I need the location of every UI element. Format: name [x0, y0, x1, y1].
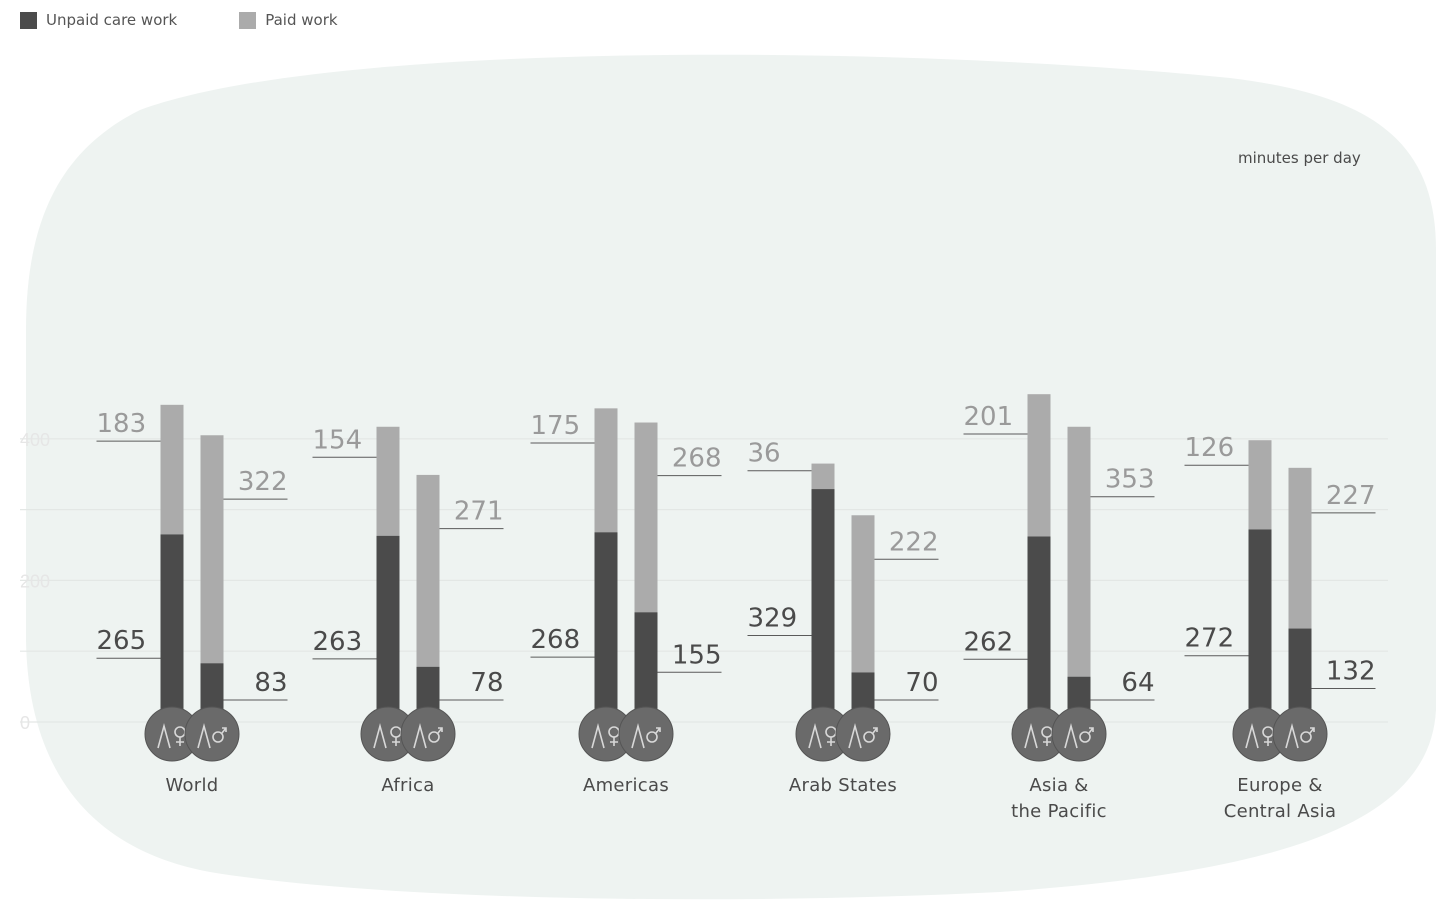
bar-bulb-men-0 [184, 706, 240, 762]
bar-unpaid-men-5 [1288, 628, 1312, 730]
value-label-women-unpaid-5: 272 [1185, 624, 1235, 654]
region-label-4: Asia & the Pacific [1011, 775, 1107, 822]
bar-paid-men-5 [1288, 467, 1312, 629]
region-group-1 [360, 426, 456, 762]
bar-paid-men-3 [851, 515, 875, 673]
bar-unpaid-women-1 [376, 535, 400, 730]
value-label-men-paid-0: 322 [238, 467, 288, 497]
value-label-men-unpaid-3: 70 [905, 668, 938, 698]
value-label-women-unpaid-3: 329 [748, 604, 798, 634]
region-label-5: Europe & Central Asia [1223, 775, 1337, 822]
unit-label: minutes per day [1238, 149, 1361, 167]
y-tick-label-2: 400 [20, 430, 50, 450]
value-label-women-paid-3: 36 [748, 439, 781, 469]
region-group-0 [144, 404, 240, 762]
value-label-women-paid-2: 175 [531, 411, 581, 441]
bar-bulb-men-1 [400, 706, 456, 762]
value-label-men-paid-5: 227 [1326, 481, 1376, 511]
value-label-men-unpaid-5: 132 [1326, 657, 1376, 687]
value-label-women-paid-4: 201 [964, 402, 1014, 432]
legend-label-unpaid: Unpaid care work [46, 11, 178, 29]
male-symbol-icon [631, 722, 661, 749]
bar-paid-women-1 [376, 426, 400, 536]
region-group-3 [795, 463, 891, 762]
region-group-2 [578, 408, 674, 762]
male-symbol-icon [1064, 722, 1094, 749]
region-group-4 [1011, 394, 1107, 762]
value-label-women-unpaid-0: 265 [97, 626, 147, 656]
value-label-women-unpaid-2: 268 [531, 625, 581, 655]
region-group-5 [1232, 440, 1328, 762]
legend-item-paid: Paid work [239, 11, 338, 29]
value-label-women-unpaid-1: 263 [313, 627, 363, 657]
bar-unpaid-women-0 [160, 534, 184, 730]
y-tick-label-0: 0 [20, 713, 30, 733]
value-label-women-unpaid-4: 262 [964, 627, 1014, 657]
legend-label-paid: Paid work [265, 11, 338, 29]
bar-unpaid-men-2 [634, 612, 658, 730]
bar-unpaid-women-5 [1248, 529, 1272, 730]
male-symbol-icon [1285, 722, 1315, 749]
legend-swatch-unpaid [20, 11, 37, 29]
bar-paid-women-4 [1027, 394, 1051, 537]
y-tick-label-1: 200 [20, 571, 50, 591]
bar-unpaid-women-2 [594, 532, 618, 730]
bar-paid-men-2 [634, 422, 658, 613]
bar-bulb-men-5 [1272, 706, 1328, 762]
chart-legend: Unpaid care work Paid work [20, 11, 338, 29]
legend-swatch-paid [239, 11, 257, 29]
value-label-men-unpaid-0: 83 [254, 668, 287, 698]
bar-paid-women-2 [594, 408, 618, 533]
value-label-men-paid-3: 222 [889, 527, 939, 557]
value-label-men-unpaid-1: 78 [470, 668, 503, 698]
male-symbol-icon [413, 722, 443, 749]
bar-paid-women-0 [160, 404, 184, 535]
male-symbol-icon [848, 722, 878, 749]
bar-bulb-men-2 [618, 706, 674, 762]
region-label-0: World [165, 775, 219, 796]
bar-unpaid-women-4 [1027, 536, 1051, 730]
bar-paid-women-3 [811, 463, 835, 490]
bar-paid-men-1 [416, 474, 440, 667]
value-label-men-unpaid-2: 155 [672, 640, 722, 670]
value-label-men-paid-2: 268 [672, 444, 722, 474]
value-label-women-paid-0: 183 [97, 409, 147, 439]
value-label-women-paid-5: 126 [1185, 433, 1235, 463]
bar-bulb-men-3 [835, 706, 891, 762]
value-label-men-paid-4: 353 [1105, 465, 1155, 495]
value-label-men-unpaid-4: 64 [1121, 668, 1154, 698]
bar-paid-men-0 [200, 435, 224, 664]
bar-paid-women-5 [1248, 440, 1272, 530]
legend-item-unpaid: Unpaid care work [20, 11, 177, 29]
bar-unpaid-women-3 [811, 489, 835, 730]
region-label-1: Africa [381, 775, 435, 796]
value-label-men-paid-1: 271 [454, 497, 504, 527]
region-label-3: Arab States [788, 775, 898, 796]
bar-paid-men-4 [1067, 426, 1091, 677]
value-label-women-paid-1: 154 [313, 425, 363, 455]
region-label-2: Americas [582, 775, 670, 796]
bar-bulb-men-4 [1051, 706, 1107, 762]
male-symbol-icon [197, 722, 227, 749]
